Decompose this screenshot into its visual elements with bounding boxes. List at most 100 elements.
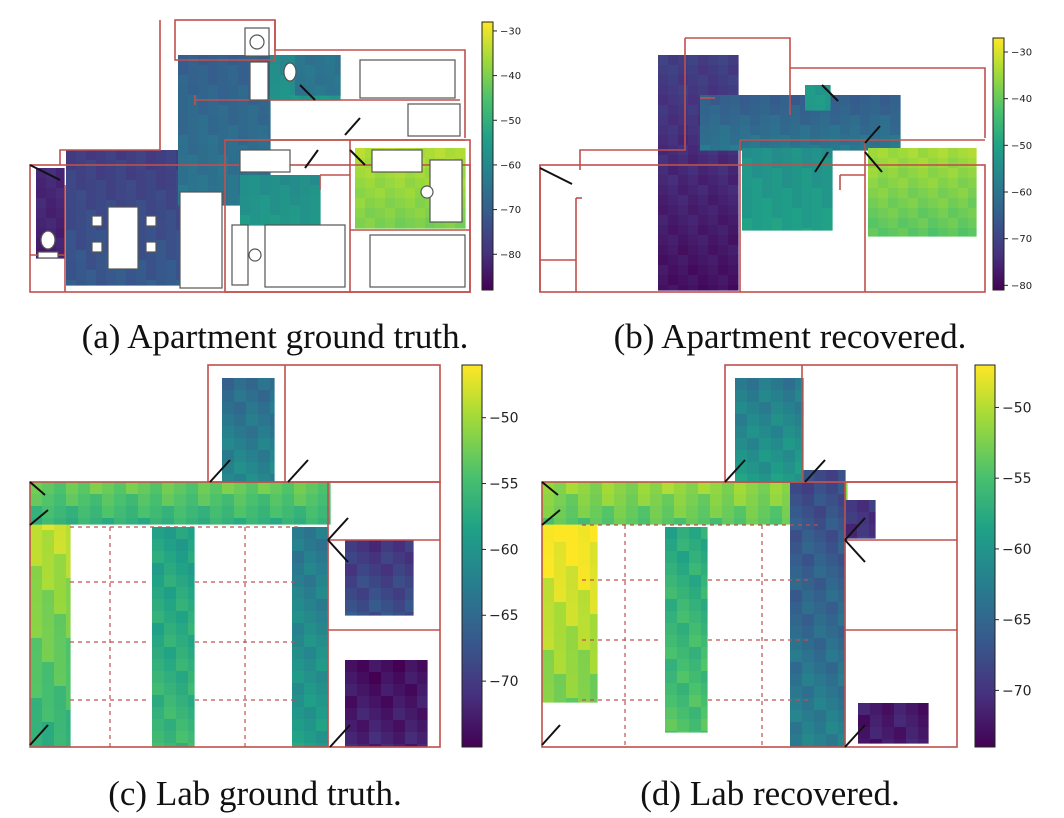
heat-cell [345, 552, 358, 565]
heat-cell [728, 245, 739, 256]
heat-cell [860, 95, 871, 106]
heat-cell [325, 85, 336, 96]
heat-cell [146, 250, 157, 261]
heat-cell [678, 265, 689, 276]
heat-cell [814, 626, 827, 639]
heat-cell [554, 566, 567, 579]
heat-cell [178, 135, 189, 146]
heat-cell [802, 674, 815, 687]
heat-cell [290, 185, 301, 196]
heat-cell [248, 105, 259, 116]
heat-cell [857, 500, 870, 513]
heat-cell [590, 602, 598, 615]
heat-cell [858, 703, 871, 716]
heat-cell [674, 518, 687, 525]
heat-cell [162, 518, 175, 525]
heat-cell [146, 170, 157, 181]
panel-d: −50−55−60−65−70 (d) Lab recovered. [541, 364, 1032, 813]
heat-cell [290, 95, 301, 101]
heat-cell [164, 719, 177, 732]
heat-cell [812, 158, 823, 169]
heat-cell [188, 75, 199, 86]
heat-cell [369, 708, 382, 721]
colorbar-tick-label: −70 [489, 674, 519, 690]
heat-cell [260, 175, 271, 186]
heat-cell [790, 145, 801, 151]
heat-cell [316, 551, 329, 564]
heat-cell [868, 148, 879, 159]
heat-cell [178, 115, 189, 126]
heat-cell [258, 482, 271, 495]
heat-cell [54, 494, 67, 507]
heat-cell [126, 506, 139, 519]
heat-cell [146, 230, 157, 241]
heat-cell [677, 719, 690, 732]
heat-cell [668, 285, 679, 291]
heat-cell [375, 168, 386, 179]
heat-cell [728, 215, 739, 226]
heat-cell [405, 732, 418, 745]
heat-cell [316, 695, 329, 708]
heat-cell [826, 578, 839, 591]
heat-cell [590, 518, 603, 525]
heat-cell [800, 125, 811, 136]
heat-cell [678, 195, 689, 206]
heat-cell [869, 512, 876, 525]
heat-cell [164, 683, 177, 696]
heat-cell [228, 115, 239, 126]
heat-cell [898, 188, 909, 199]
heat-cell [66, 578, 71, 591]
heat-cell [415, 198, 426, 209]
heat-cell [316, 719, 329, 732]
heat-cell [790, 662, 803, 675]
heat-cell [590, 662, 598, 675]
heat-cell [590, 554, 598, 567]
heat-cell [701, 683, 708, 696]
heat-cell [728, 165, 739, 176]
heat-cell [688, 75, 699, 86]
heat-cell [958, 158, 969, 169]
heat-cell [250, 195, 261, 206]
heat-cell [668, 195, 679, 206]
heat-cell [270, 75, 281, 86]
heat-cell [393, 612, 406, 616]
heat-cell [830, 145, 841, 151]
heat-cell [701, 563, 708, 576]
heat-cell [280, 195, 291, 206]
heat-cell [554, 602, 567, 615]
heat-cell [357, 600, 370, 613]
heat-cell [126, 280, 137, 286]
heat-cell [46, 218, 57, 229]
heat-cell [578, 506, 591, 519]
heat-cell [222, 506, 235, 519]
heat-cell [136, 210, 147, 221]
heat-cell [882, 715, 895, 728]
heat-cell [270, 426, 275, 439]
heat-cell [626, 506, 639, 519]
heat-cell [678, 285, 689, 291]
heat-cell [795, 438, 804, 451]
heat-cell [812, 208, 823, 219]
heat-cell [198, 75, 209, 86]
heat-cell [658, 275, 669, 286]
heat-cell [280, 175, 291, 186]
heat-cell [665, 659, 678, 672]
heat-cell [718, 285, 729, 291]
heat-cell [845, 500, 858, 513]
heat-cell [246, 482, 259, 495]
heat-cell [316, 599, 329, 612]
heat-cell [114, 506, 127, 519]
heat-cell [46, 178, 57, 189]
heat-cell [304, 563, 317, 576]
heat-cell [948, 198, 959, 209]
heat-cell [802, 614, 815, 627]
heat-cell [66, 280, 77, 286]
heat-cell [678, 85, 689, 96]
heat-cell [688, 95, 699, 106]
heat-cell [728, 175, 739, 186]
heat-cell [375, 188, 386, 199]
heat-cell [747, 462, 760, 475]
heat-cell [677, 707, 690, 720]
heat-cell [42, 494, 55, 507]
